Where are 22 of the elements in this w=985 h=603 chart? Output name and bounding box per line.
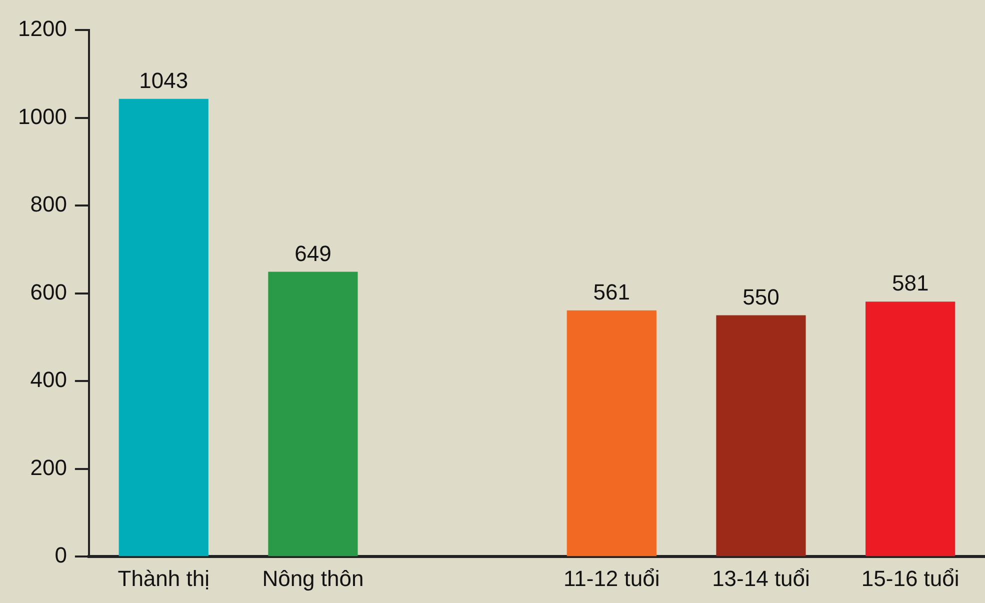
y-tick-label: 600 xyxy=(30,279,67,304)
y-tick-label: 0 xyxy=(54,542,67,568)
y-tick-label: 200 xyxy=(30,454,67,480)
bar xyxy=(118,98,208,556)
x-tick-label: Nông thôn xyxy=(262,566,364,591)
y-tick-label: 1200 xyxy=(18,16,67,42)
data-label: 561 xyxy=(593,279,630,304)
data-label: 649 xyxy=(294,240,332,266)
x-tick-label: 15-16 tuổi xyxy=(861,566,960,591)
data-label: 550 xyxy=(742,284,780,310)
x-tick-label: 13-14 tuổi xyxy=(712,566,810,591)
x-tick-label: Thành thị xyxy=(118,566,210,591)
y-tick-label: 800 xyxy=(30,192,67,217)
bar xyxy=(566,310,656,556)
bar xyxy=(716,315,806,556)
data-label: 581 xyxy=(892,270,929,296)
y-tick-label: 1000 xyxy=(18,104,67,129)
data-label: 1043 xyxy=(139,68,188,93)
bar xyxy=(866,302,956,556)
x-tick-label: 11-12 tuổi xyxy=(564,566,660,591)
bar xyxy=(268,272,358,556)
y-tick-label: 400 xyxy=(30,367,67,392)
